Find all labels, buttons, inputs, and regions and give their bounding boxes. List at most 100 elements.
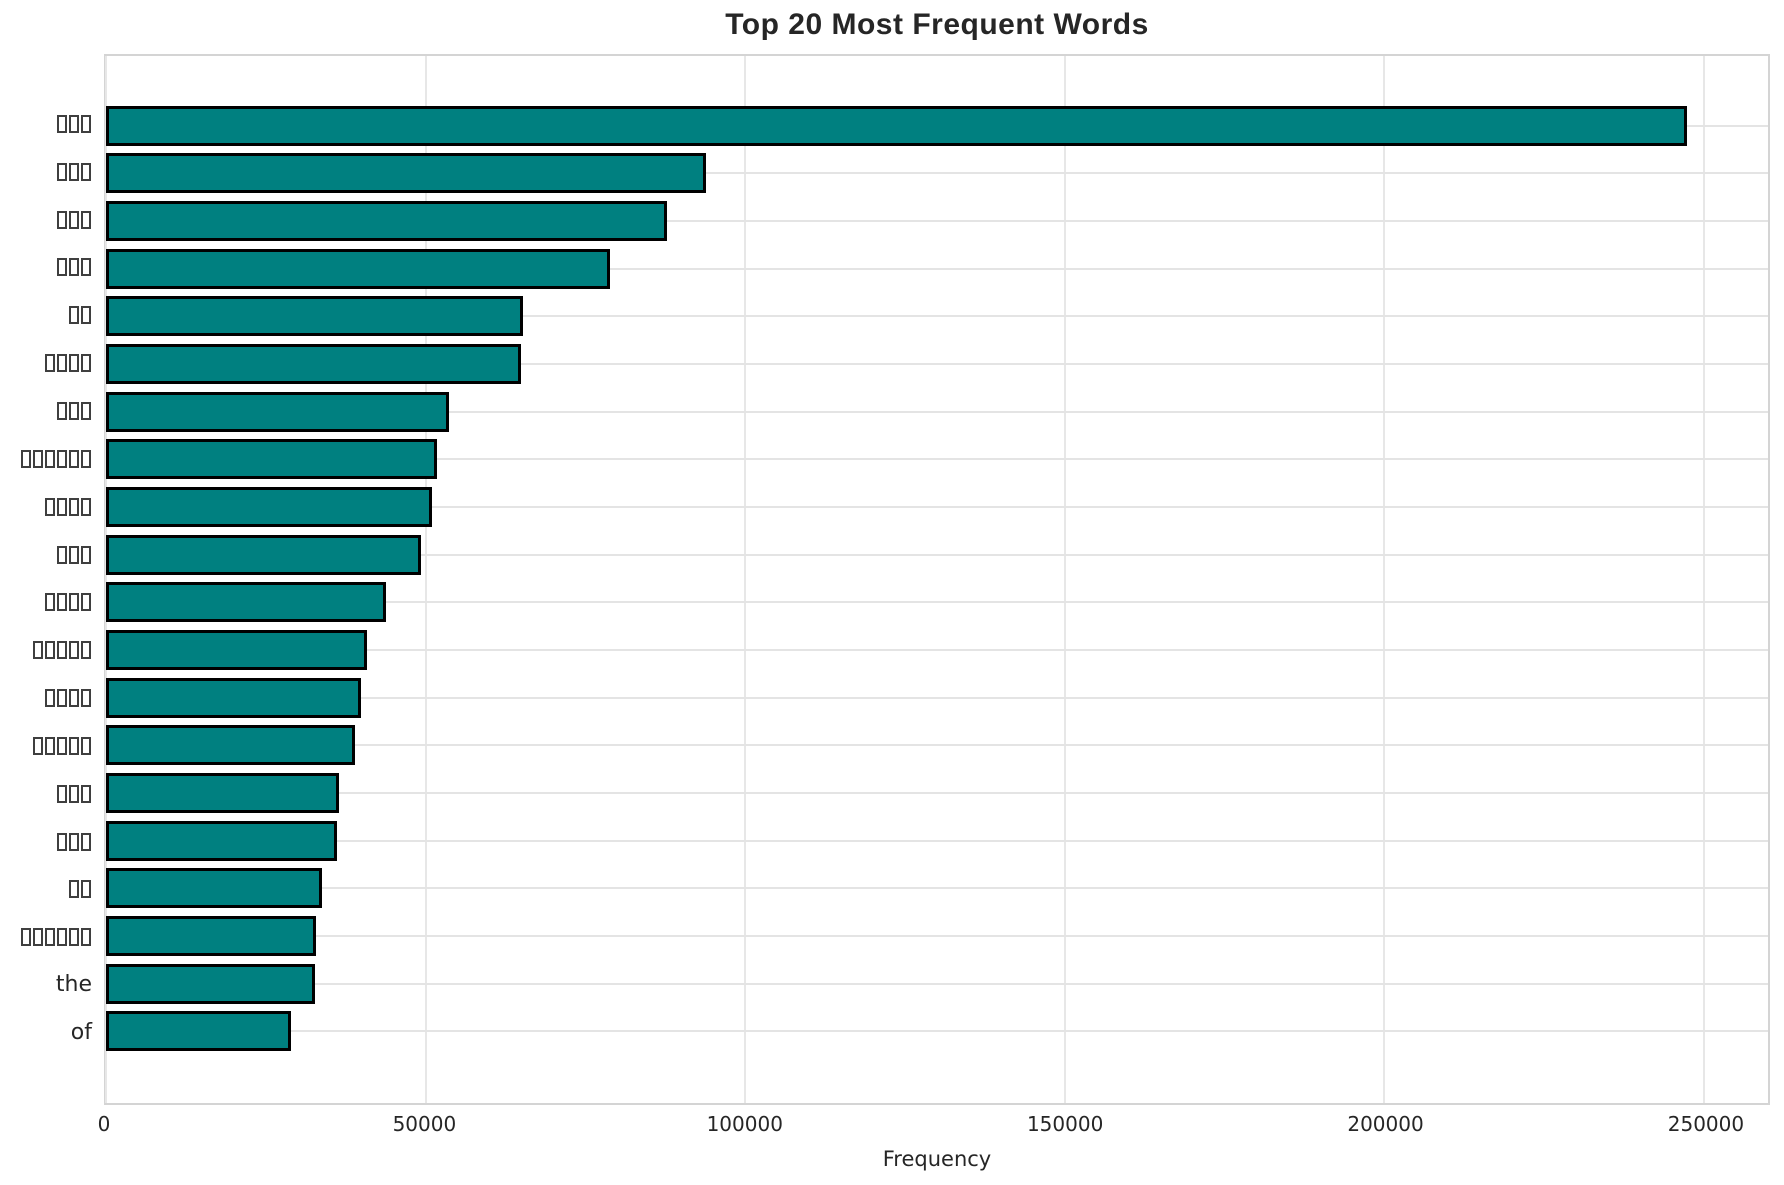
bar [106, 487, 432, 528]
missing-glyph-box [45, 641, 55, 660]
chart-title: Top 20 Most Frequent Words [725, 8, 1149, 41]
x-tick-label: 50000 [392, 1112, 457, 1136]
bar [106, 725, 356, 766]
y-tick-row [0, 531, 92, 579]
y-tick-label [20, 449, 92, 468]
bar [106, 868, 323, 909]
y-gridline [106, 934, 1768, 937]
y-gridline [106, 887, 1768, 890]
bar-row [106, 769, 1768, 817]
bar-row [106, 436, 1768, 484]
missing-glyph-box [81, 784, 91, 803]
y-gridline [106, 696, 1768, 699]
missing-glyph-box [81, 928, 91, 947]
missing-glyph-box [81, 210, 91, 229]
bar-row [106, 1007, 1768, 1055]
y-tick-label [56, 114, 92, 133]
y-tick-row [0, 483, 92, 531]
y-gridline [106, 744, 1768, 747]
missing-glyph-box [81, 449, 91, 468]
missing-glyph-box [33, 449, 43, 468]
y-gridline [106, 1030, 1768, 1033]
y-tick-row [0, 435, 92, 483]
missing-glyph-box [69, 784, 79, 803]
y-tick-label: of [70, 1019, 92, 1045]
missing-glyph-box [57, 641, 67, 660]
x-gridline [744, 56, 747, 1103]
missing-glyph-box [69, 449, 79, 468]
y-tick-label [56, 162, 92, 181]
bar-row [106, 102, 1768, 150]
missing-glyph-box [69, 497, 79, 516]
missing-glyph-box [81, 689, 91, 708]
y-tick-row: of [0, 1009, 92, 1057]
y-gridline [106, 220, 1768, 223]
missing-glyph-box [45, 689, 55, 708]
x-tick-label: 250000 [1667, 1112, 1745, 1136]
missing-glyph-box [57, 736, 67, 755]
x-tick-label: 0 [97, 1112, 111, 1136]
missing-glyph-box [57, 545, 67, 564]
bar-row [106, 626, 1768, 674]
y-tick-row [0, 866, 92, 914]
missing-glyph-box [81, 880, 91, 899]
missing-glyph-box [81, 832, 91, 851]
missing-glyph-box [69, 354, 79, 373]
y-tick-row [0, 626, 92, 674]
y-tick-row [0, 770, 92, 818]
y-tick-row: the [0, 961, 92, 1009]
bar-row [106, 722, 1768, 770]
y-tick-row [0, 291, 92, 339]
y-gridline [106, 792, 1768, 795]
missing-glyph-box [45, 928, 55, 947]
bar [106, 773, 340, 814]
bar [106, 391, 450, 432]
missing-glyph-box [57, 162, 67, 181]
bar-row [106, 150, 1768, 198]
missing-glyph-box [45, 593, 55, 612]
y-gridline [106, 601, 1768, 604]
y-tick-row [0, 387, 92, 435]
bar [106, 439, 438, 480]
y-tick-row [0, 148, 92, 196]
bar [106, 534, 422, 575]
y-tick-label [56, 784, 92, 803]
y-tick-label [56, 258, 92, 277]
y-gridline [106, 410, 1768, 413]
bar-row [106, 912, 1768, 960]
x-tick-label: 150000 [1026, 1112, 1104, 1136]
y-tick-label [44, 354, 92, 373]
missing-glyph-box [57, 354, 67, 373]
missing-glyph-box [33, 928, 43, 947]
missing-glyph-box [81, 114, 91, 133]
bar [106, 1011, 291, 1052]
y-gridline [106, 363, 1768, 366]
bar-row [106, 245, 1768, 293]
bar-row [106, 388, 1768, 436]
y-gridline [106, 839, 1768, 842]
bar [106, 630, 368, 671]
bar [106, 105, 1688, 146]
missing-glyph-box [69, 880, 79, 899]
y-tick-label [44, 593, 92, 612]
missing-glyph-box [81, 497, 91, 516]
y-tick-label [56, 832, 92, 851]
y-gridline [106, 315, 1768, 318]
bar-rows [106, 56, 1768, 1103]
y-gridline [106, 172, 1768, 175]
y-tick-row [0, 244, 92, 292]
y-gridline [106, 458, 1768, 461]
bar [106, 963, 316, 1004]
bar [106, 153, 707, 194]
missing-glyph-box [33, 641, 43, 660]
missing-glyph-box [57, 784, 67, 803]
y-tick-label [56, 401, 92, 420]
y-tick-label [32, 641, 92, 660]
bar [106, 915, 317, 956]
bar [106, 296, 523, 337]
y-tick-row [0, 674, 92, 722]
missing-glyph-box [45, 449, 55, 468]
missing-glyph-box [57, 928, 67, 947]
missing-glyph-box [81, 354, 91, 373]
missing-glyph-box [69, 928, 79, 947]
